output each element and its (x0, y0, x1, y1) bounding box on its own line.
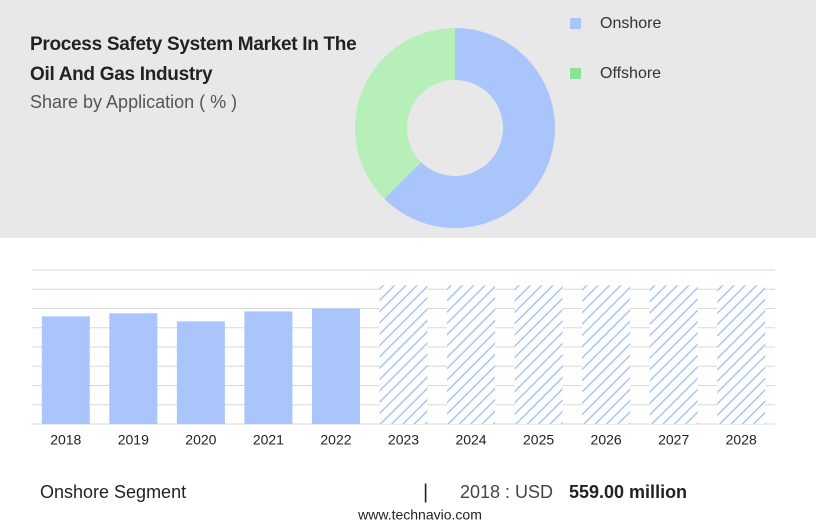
bar (109, 313, 158, 424)
footer-segment: Onshore Segment (40, 482, 186, 502)
x-tick-label: 2023 (388, 432, 419, 448)
x-tick-label: 2018 (50, 432, 81, 448)
bar (41, 316, 90, 424)
footer-value: 559.00 million (569, 482, 687, 502)
pie-slice (354, 28, 455, 199)
bar (244, 311, 293, 424)
bar (649, 285, 698, 424)
chart-title: Process Safety System Market In The Oil … (30, 34, 357, 85)
x-tick-label: 2027 (658, 432, 689, 448)
x-tick-label: 2019 (118, 432, 149, 448)
bar (582, 285, 631, 424)
x-tick-label: 2020 (185, 432, 216, 448)
bar (447, 285, 496, 424)
legend-label: Offshore (600, 65, 661, 82)
divider: | (423, 481, 428, 503)
chart-subtitle: Share by Application ( % ) (30, 92, 238, 112)
footer-source: www.technavio.com (357, 507, 482, 523)
x-tick-label: 2028 (726, 432, 757, 448)
x-tick-label: 2021 (253, 432, 284, 448)
bar (514, 285, 563, 424)
bar (311, 308, 360, 424)
bar (379, 285, 428, 424)
bar (717, 285, 766, 424)
x-tick-label: 2022 (320, 432, 351, 448)
footer-year: 2018 : USD (460, 482, 553, 502)
x-tick-label: 2025 (523, 432, 554, 448)
legend-label: Onshore (600, 15, 661, 32)
legend-swatch (570, 68, 581, 79)
pie-slice (384, 28, 555, 228)
legend-swatch (570, 18, 581, 29)
x-tick-label: 2026 (591, 432, 622, 448)
x-tick-label: 2024 (455, 432, 486, 448)
bar (176, 321, 225, 424)
